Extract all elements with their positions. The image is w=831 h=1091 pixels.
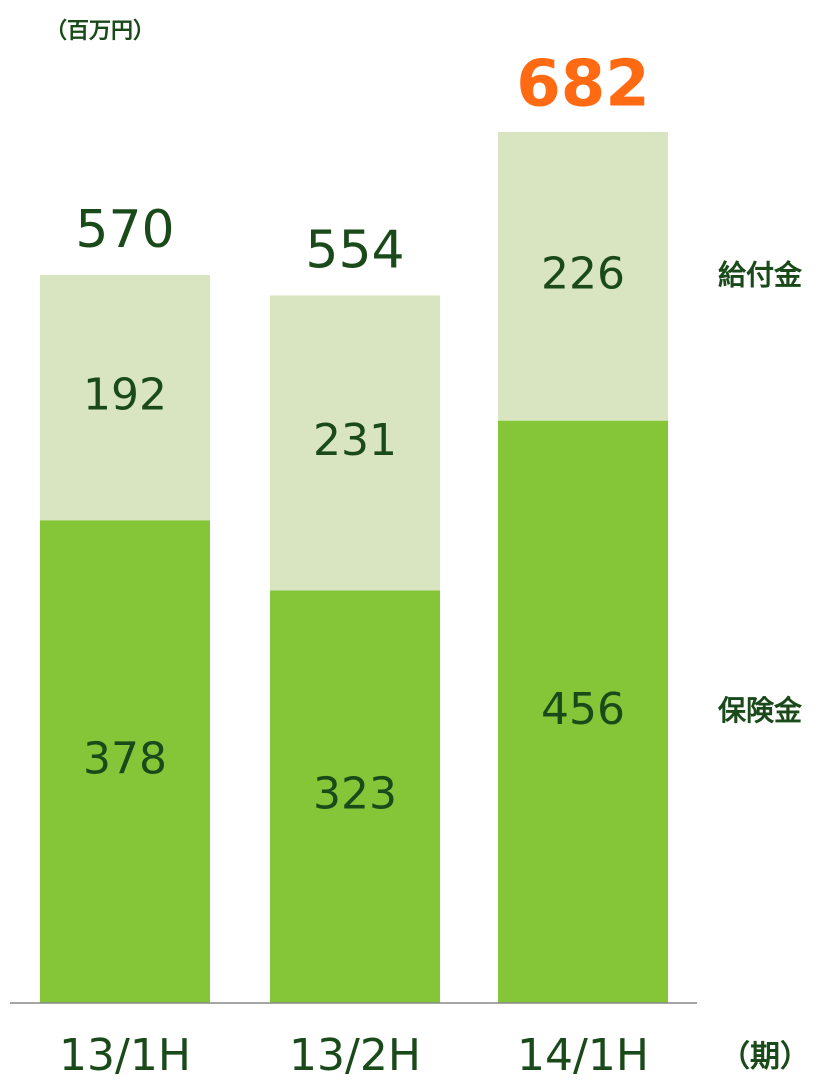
unit-label: （百万円） <box>45 19 155 44</box>
data-label: 226 <box>541 248 625 299</box>
legend-label: 保険金 <box>718 694 803 727</box>
x-tick-label: 13/2H <box>289 1030 421 1081</box>
x-tick-label: 14/1H <box>517 1030 649 1081</box>
total-label: 682 <box>516 48 650 122</box>
bar-segment <box>270 590 440 1003</box>
legend-label: 給付金 <box>718 258 803 291</box>
data-label: 456 <box>541 684 625 735</box>
data-label: 231 <box>313 415 397 466</box>
bar-segment <box>40 520 210 1003</box>
bar-segment <box>498 132 668 421</box>
data-label: 323 <box>313 769 397 820</box>
bar-segment <box>270 295 440 591</box>
total-label: 554 <box>305 220 404 280</box>
bar-segment <box>498 420 668 1003</box>
data-label: 192 <box>83 370 167 421</box>
bar-segment <box>40 275 210 521</box>
total-label: 570 <box>75 200 174 260</box>
x-tick-label: 13/1H <box>59 1030 191 1081</box>
x-axis-label: （期） <box>720 1040 810 1075</box>
data-label: 378 <box>83 734 167 785</box>
